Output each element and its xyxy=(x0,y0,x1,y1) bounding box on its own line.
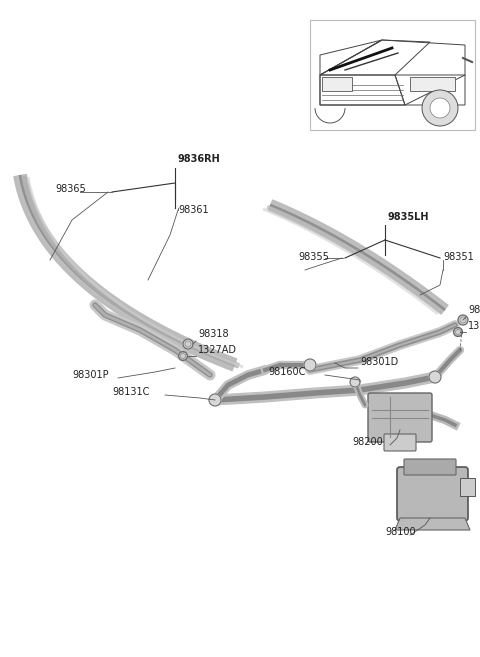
Circle shape xyxy=(183,339,193,349)
Text: 1327AD: 1327AD xyxy=(468,321,480,331)
Text: 98365: 98365 xyxy=(55,184,86,194)
FancyBboxPatch shape xyxy=(368,393,432,442)
Text: 9836RH: 9836RH xyxy=(178,154,221,164)
Circle shape xyxy=(429,371,441,383)
Circle shape xyxy=(209,394,221,406)
Circle shape xyxy=(304,359,316,371)
Text: 98100: 98100 xyxy=(385,527,416,537)
FancyBboxPatch shape xyxy=(404,459,456,475)
Text: 98301D: 98301D xyxy=(360,357,398,367)
Text: 98318: 98318 xyxy=(468,305,480,315)
Circle shape xyxy=(458,315,468,325)
Text: 98131C: 98131C xyxy=(112,387,149,397)
Bar xyxy=(460,478,475,496)
Circle shape xyxy=(350,377,360,387)
Circle shape xyxy=(454,327,463,336)
Text: 98361: 98361 xyxy=(178,205,209,215)
Text: 98351: 98351 xyxy=(443,252,474,262)
Text: 98301P: 98301P xyxy=(72,370,108,380)
Text: 1327AD: 1327AD xyxy=(198,345,237,355)
Circle shape xyxy=(422,90,458,126)
Text: 98355: 98355 xyxy=(298,252,329,262)
Circle shape xyxy=(430,98,450,118)
Text: 9835LH: 9835LH xyxy=(388,212,430,222)
Bar xyxy=(310,20,475,130)
Bar xyxy=(410,77,455,91)
Circle shape xyxy=(179,351,188,361)
Polygon shape xyxy=(395,518,470,530)
Text: 98200: 98200 xyxy=(352,437,383,447)
Bar xyxy=(322,77,352,91)
FancyBboxPatch shape xyxy=(384,434,416,451)
FancyBboxPatch shape xyxy=(397,467,468,521)
Text: 98318: 98318 xyxy=(198,329,228,339)
Text: 98160C: 98160C xyxy=(268,367,305,377)
